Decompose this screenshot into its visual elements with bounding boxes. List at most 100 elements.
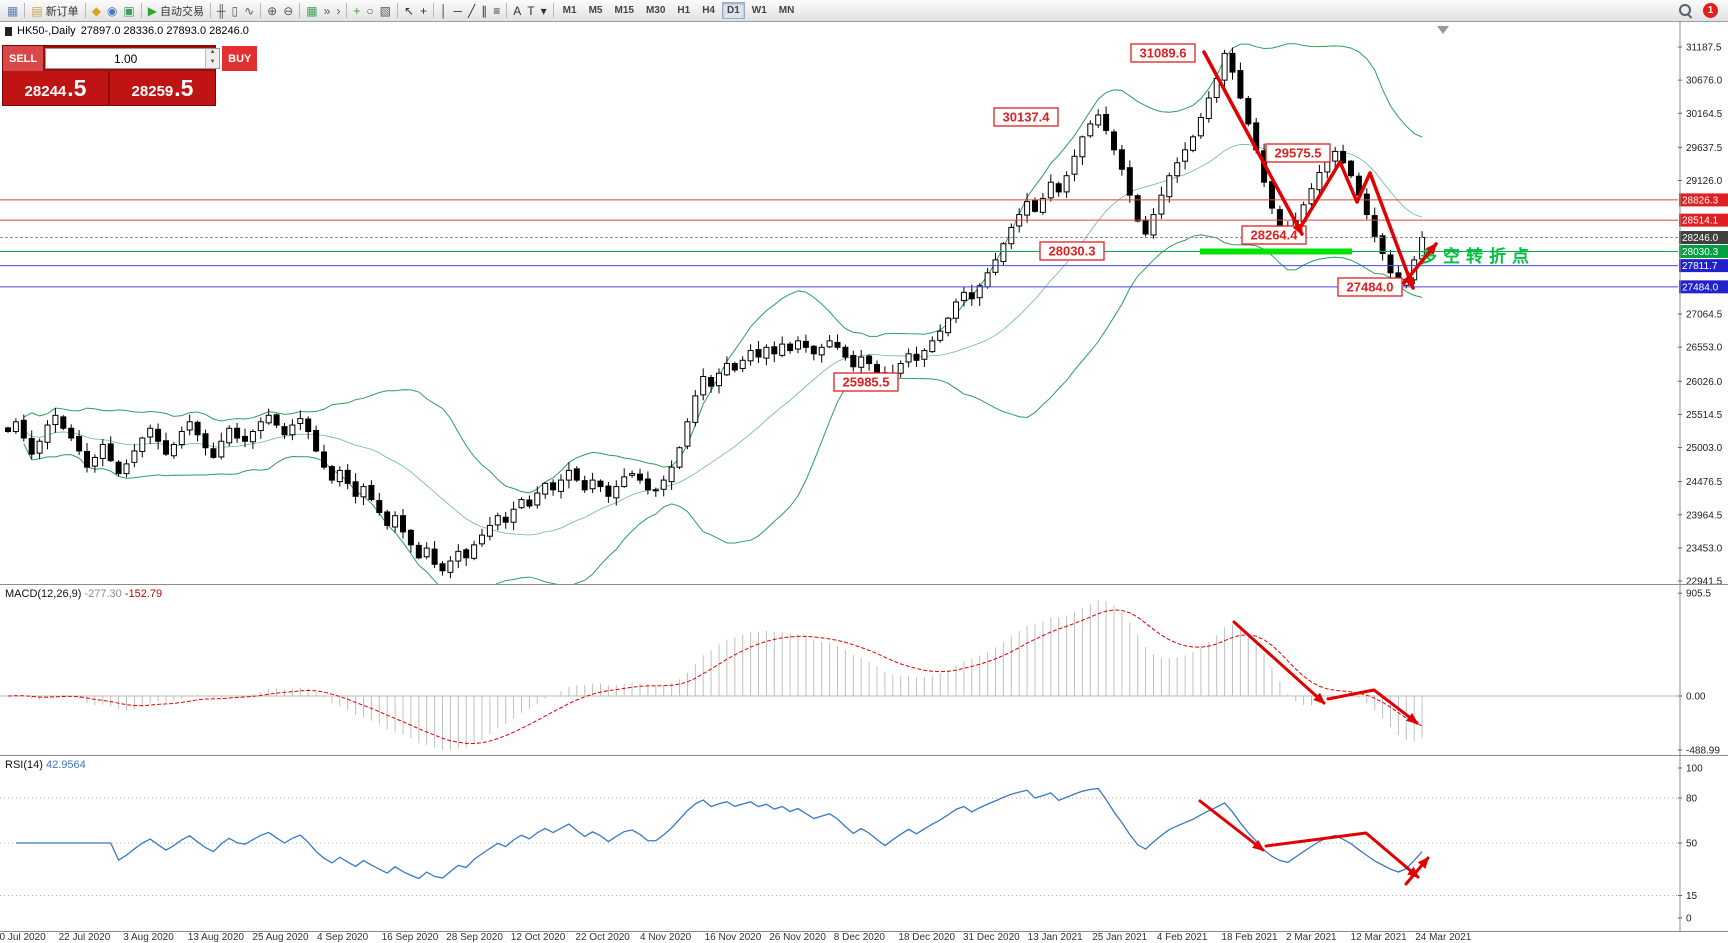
time-label: 22 Jul 2020 (58, 933, 111, 943)
candle-body (850, 354, 857, 368)
chart-shift-marker[interactable] (1437, 26, 1449, 34)
candle-body (1071, 155, 1078, 175)
timeframe-m30-button[interactable]: M30 (641, 2, 670, 19)
zoom-in-icon[interactable]: ⊕ (264, 1, 280, 21)
fibonacci-icon-glyph: ≡ (493, 3, 501, 18)
fibonacci-icon[interactable]: ≡ (490, 1, 503, 21)
price-callout-box[interactable] (1265, 143, 1331, 163)
zoom-out-icon[interactable]: ⊖ (280, 1, 296, 21)
chart-shift-icon[interactable]: › (333, 1, 343, 21)
volume-input[interactable] (46, 49, 206, 68)
crosshair-icon[interactable]: + (417, 1, 430, 21)
sound-icon[interactable]: ◆ (89, 1, 104, 21)
sell-button[interactable]: SELL (3, 46, 44, 71)
buy-button[interactable]: BUY (222, 46, 258, 71)
toolbar-group: ◆ ◉ ▣ (89, 0, 138, 21)
trend-arrow[interactable] (1326, 688, 1419, 725)
timeframe-mn-button[interactable]: MN (774, 2, 800, 19)
trendline-icon[interactable]: ╱ (465, 1, 478, 21)
volume-decrease-button[interactable]: ▼ (206, 58, 220, 68)
timeframe-m15-button[interactable]: M15 (609, 2, 638, 19)
candle-body (502, 516, 509, 523)
axis-price-tag-label: 27811.7 (1682, 261, 1718, 272)
price-callout-label: 25985.5 (843, 375, 890, 390)
market-icon[interactable]: ▣ (120, 1, 137, 21)
candle-body (289, 424, 296, 436)
cursor-icon[interactable]: ↖ (401, 1, 417, 21)
candle-body (692, 395, 699, 423)
time-axis[interactable]: 10 Jul 2020 22 Jul 2020 3 Aug 2020 13 Aug 2… (0, 933, 1728, 943)
candle-body (1182, 149, 1189, 162)
trend-arrow[interactable] (1298, 160, 1415, 290)
periods-icon[interactable]: ○ (363, 1, 376, 21)
volume-increase-button[interactable]: ▲ (206, 49, 220, 59)
price-callout-box[interactable] (833, 372, 899, 392)
templates-icon[interactable]: ▧ (377, 1, 394, 21)
candle-body (115, 461, 122, 475)
candle-body (1079, 136, 1086, 158)
candle-body (1229, 52, 1236, 73)
timeframe-d1-button[interactable]: D1 (721, 2, 745, 19)
trend-arrow[interactable] (1202, 50, 1304, 236)
candle-body (597, 480, 604, 488)
candle-body (471, 544, 478, 559)
text-icon[interactable]: A (510, 1, 524, 21)
timeframe-m5-button[interactable]: M5 (584, 2, 608, 19)
pane-separator[interactable] (0, 755, 1728, 756)
vertical-line-icon[interactable]: │ (437, 1, 451, 21)
bar-chart-icon[interactable]: ╫ (214, 1, 229, 21)
trend-arrow[interactable] (1402, 242, 1438, 285)
toolbar-separator (396, 3, 398, 18)
price-callout-box[interactable] (1241, 225, 1307, 245)
shapes-icon[interactable]: ▾ (538, 1, 550, 21)
tile-windows-icon[interactable]: ▦ (303, 1, 320, 21)
candle-body (415, 544, 422, 559)
new-chart-icon[interactable]: ▦ (4, 1, 21, 21)
candle-body (155, 428, 162, 442)
auto-scroll-icon[interactable]: » (321, 1, 334, 21)
line-chart-icon[interactable]: ∿ (241, 1, 257, 21)
new-order-button[interactable]: ▤ 新订单 (28, 1, 81, 21)
axis-price-tag (1679, 193, 1728, 207)
notification-badge[interactable]: 1 (1703, 3, 1718, 18)
timeframe-m1-button[interactable]: M1 (558, 2, 582, 19)
price-callout-box[interactable] (1039, 241, 1105, 261)
timeframe-w1-button[interactable]: W1 (747, 2, 772, 19)
rsi-indicator-pane: 100 80 50 15 0 (0, 755, 1728, 931)
candle-body (384, 511, 391, 526)
candle-body (455, 550, 462, 562)
buy-price[interactable]: 28259.5 (110, 71, 215, 105)
search-icon[interactable] (1678, 3, 1693, 19)
time-label: 4 Nov 2020 (640, 933, 692, 943)
zone-note-text[interactable]: 多空转折点 (1420, 246, 1535, 266)
trend-arrow[interactable] (1264, 831, 1420, 879)
pane-separator[interactable] (0, 584, 1728, 585)
indicators-icon-glyph: + (353, 3, 361, 18)
sell-price[interactable]: 28244.5 (3, 71, 110, 105)
channel-icon[interactable]: ∥ (478, 1, 490, 21)
autotrading-button[interactable]: ▶ 自动交易 (145, 1, 207, 21)
timeframe-h4-button[interactable]: H4 (697, 2, 720, 19)
price-callout-box[interactable] (1130, 43, 1196, 63)
candle-body (407, 529, 414, 546)
candle-body (28, 438, 35, 455)
chat-icon[interactable]: ◉ (104, 1, 120, 21)
candle-body (708, 377, 715, 387)
price-callout-box[interactable] (993, 107, 1059, 127)
trend-arrow[interactable] (1198, 799, 1265, 852)
candle-body (605, 485, 612, 497)
trend-arrow[interactable] (1232, 620, 1326, 705)
timeframe-h1-button[interactable]: H1 (672, 2, 695, 19)
trend-arrow[interactable] (1404, 856, 1430, 886)
indicators-icon[interactable]: + (350, 1, 363, 21)
price-callout-box[interactable] (1337, 277, 1403, 297)
candle-body (178, 431, 185, 445)
candle-body (644, 478, 651, 491)
horizontal-line-icon[interactable]: ─ (451, 1, 466, 21)
candle-body (1024, 201, 1031, 216)
candle-body (866, 355, 873, 365)
ohlc-values: 27897.0 28336.0 27893.0 28246.0 (80, 25, 249, 37)
text-label-icon[interactable]: T (524, 1, 537, 21)
candle-body (1332, 150, 1339, 162)
candlestick-chart-icon[interactable]: ▯ (229, 1, 242, 21)
